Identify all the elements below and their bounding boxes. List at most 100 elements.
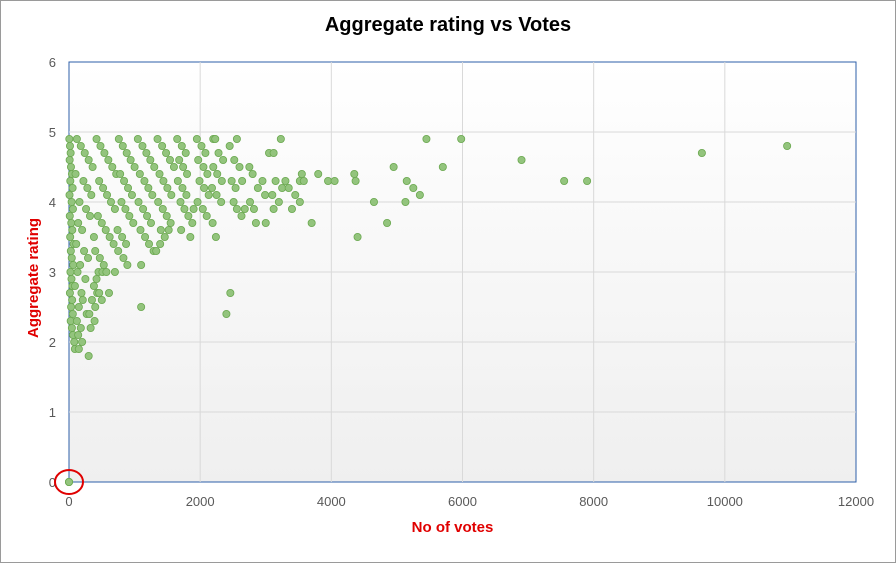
data-point bbox=[152, 246, 161, 255]
data-point bbox=[146, 218, 155, 227]
data-point bbox=[84, 155, 93, 164]
data-point bbox=[73, 267, 82, 276]
data-point bbox=[238, 176, 247, 185]
data-point bbox=[96, 141, 105, 150]
data-point bbox=[97, 218, 106, 227]
data-point bbox=[66, 267, 75, 276]
data-point bbox=[193, 197, 202, 206]
data-point bbox=[177, 141, 186, 150]
gridlines bbox=[69, 62, 856, 482]
data-point bbox=[203, 169, 212, 178]
y-tick-label: 6 bbox=[49, 55, 56, 70]
data-point bbox=[274, 197, 283, 206]
data-point bbox=[148, 190, 157, 199]
data-point bbox=[217, 197, 226, 206]
data-point bbox=[80, 148, 89, 157]
data-point bbox=[230, 155, 239, 164]
data-point bbox=[457, 134, 466, 143]
data-point bbox=[105, 288, 114, 297]
data-point bbox=[183, 169, 192, 178]
x-tick-label: 10000 bbox=[707, 494, 743, 509]
data-point bbox=[68, 183, 77, 192]
data-point bbox=[122, 239, 131, 248]
data-point bbox=[165, 155, 174, 164]
data-point bbox=[84, 253, 93, 262]
data-point bbox=[219, 155, 228, 164]
data-point bbox=[66, 148, 75, 157]
data-point bbox=[180, 204, 189, 213]
data-point bbox=[182, 190, 191, 199]
data-point bbox=[65, 141, 74, 150]
data-point bbox=[176, 197, 185, 206]
data-point bbox=[307, 218, 316, 227]
data-point bbox=[178, 183, 187, 192]
data-point bbox=[422, 134, 431, 143]
data-point bbox=[330, 176, 339, 185]
data-point bbox=[188, 218, 197, 227]
data-point bbox=[71, 169, 80, 178]
data-point bbox=[314, 169, 323, 178]
data-point bbox=[137, 260, 146, 269]
data-point bbox=[162, 148, 171, 157]
data-point bbox=[156, 225, 165, 234]
data-point bbox=[324, 176, 333, 185]
chart-title: Aggregate rating vs Votes bbox=[324, 14, 572, 36]
data-point bbox=[116, 169, 125, 178]
data-point bbox=[79, 176, 88, 185]
data-point bbox=[74, 218, 83, 227]
data-point bbox=[89, 281, 98, 290]
data-point bbox=[155, 169, 164, 178]
data-point bbox=[102, 267, 111, 276]
data-point bbox=[137, 302, 146, 311]
data-point bbox=[84, 351, 93, 360]
data-point bbox=[295, 197, 304, 206]
data-point bbox=[65, 211, 74, 220]
data-point bbox=[235, 162, 244, 171]
data-point bbox=[213, 169, 222, 178]
data-point bbox=[129, 218, 138, 227]
data-point bbox=[261, 218, 270, 227]
data-point bbox=[211, 232, 220, 241]
data-point bbox=[160, 232, 169, 241]
data-point bbox=[240, 204, 249, 213]
data-point bbox=[104, 155, 113, 164]
data-point bbox=[225, 141, 234, 150]
data-point bbox=[92, 274, 101, 283]
data-point bbox=[697, 148, 706, 157]
data-point bbox=[207, 183, 216, 192]
data-point bbox=[194, 155, 203, 164]
data-point bbox=[92, 134, 101, 143]
data-point bbox=[72, 316, 81, 325]
data-point bbox=[140, 176, 149, 185]
data-point bbox=[136, 225, 145, 234]
data-point bbox=[195, 176, 204, 185]
data-point bbox=[133, 134, 142, 143]
data-point bbox=[261, 190, 270, 199]
data-point bbox=[110, 267, 119, 276]
data-point bbox=[175, 155, 184, 164]
data-point bbox=[237, 211, 246, 220]
data-point bbox=[118, 232, 127, 241]
data-point bbox=[124, 183, 133, 192]
data-point bbox=[158, 204, 167, 213]
data-point bbox=[72, 134, 81, 143]
x-tick-label: 8000 bbox=[579, 494, 608, 509]
x-axis-label: No of votes bbox=[412, 519, 494, 536]
data-point bbox=[197, 141, 206, 150]
data-point bbox=[173, 134, 182, 143]
data-point bbox=[78, 295, 87, 304]
data-point bbox=[158, 141, 167, 150]
data-point bbox=[114, 134, 123, 143]
data-point bbox=[103, 190, 112, 199]
data-point bbox=[114, 246, 123, 255]
data-point bbox=[231, 183, 240, 192]
data-point bbox=[66, 232, 75, 241]
data-point bbox=[173, 176, 182, 185]
data-point bbox=[138, 141, 147, 150]
data-point bbox=[80, 246, 89, 255]
data-point bbox=[95, 253, 104, 262]
data-point bbox=[142, 148, 151, 157]
data-point bbox=[297, 169, 306, 178]
y-tick-label: 2 bbox=[49, 335, 56, 350]
